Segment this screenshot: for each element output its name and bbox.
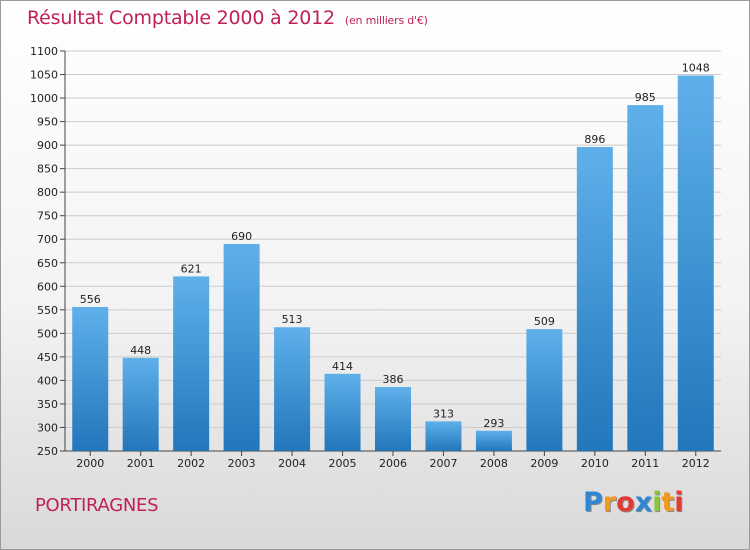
y-tick-label: 400	[37, 374, 58, 387]
x-tick-label: 2010	[581, 457, 609, 470]
y-tick-label: 550	[37, 304, 58, 317]
logo-letter: i	[674, 487, 684, 518]
y-tick-label: 250	[37, 445, 58, 458]
y-tick-label: 500	[37, 327, 58, 340]
data-label: 513	[282, 313, 303, 326]
chart-title: Résultat Comptable 2000 à 2012 (en millie…	[27, 7, 428, 29]
y-tick-label: 750	[37, 210, 58, 223]
chart-subtitle: (en milliers d'€)	[344, 14, 428, 27]
y-tick-label: 950	[37, 116, 58, 129]
logo-letter: r	[602, 487, 617, 518]
x-tick-label: 2003	[228, 457, 256, 470]
x-tick-label: 2001	[127, 457, 155, 470]
x-tick-label: 2005	[329, 457, 357, 470]
y-tick-label: 900	[37, 139, 58, 152]
y-tick-label: 1000	[30, 92, 58, 105]
bar-2004	[274, 327, 311, 451]
x-tick-label: 2008	[480, 457, 508, 470]
y-tick-label: 800	[37, 186, 58, 199]
x-tick-label: 2004	[278, 457, 306, 470]
commune-name: PORTIRAGNES	[35, 495, 159, 516]
data-label: 690	[231, 230, 252, 243]
y-tick-label: 300	[37, 421, 58, 434]
data-label: 386	[383, 373, 404, 386]
bars	[72, 75, 714, 452]
y-tick-label: 600	[37, 280, 58, 293]
bar-2012	[677, 75, 714, 452]
bar-2007	[425, 421, 462, 451]
x-tick-label: 2006	[379, 457, 407, 470]
data-label: 985	[635, 91, 656, 104]
proxiti-logo: Proxiti	[583, 487, 684, 518]
x-tick-label: 2009	[530, 457, 558, 470]
data-label: 1048	[682, 61, 710, 74]
bar-2000	[72, 307, 109, 451]
bar-2010	[576, 147, 613, 451]
y-tick-label: 1100	[30, 45, 58, 58]
data-label: 293	[483, 417, 504, 430]
x-tick-label: 2007	[429, 457, 457, 470]
x-tick-label: 2012	[682, 457, 710, 470]
data-label: 556	[80, 293, 101, 306]
data-labels: 556 448 621 690 513 414 386 313 293 509 896 985 1048	[80, 61, 710, 429]
y-tick-label: 350	[37, 398, 58, 411]
x-tick-label: 2011	[631, 457, 659, 470]
y-tick-label: 700	[37, 233, 58, 246]
bar-2006	[375, 387, 411, 451]
bar-2008	[475, 430, 512, 451]
logo-letter: o	[616, 487, 635, 518]
logo-letter: x	[634, 487, 653, 518]
data-label: 509	[534, 315, 555, 328]
y-tick-label: 650	[37, 257, 58, 270]
x-tick-label: 2002	[177, 457, 205, 470]
x-tick-labels: 2000 2001 2002 2003 2004 2005 2006 2007 2008 2009…	[76, 451, 710, 470]
bar-2009	[526, 329, 563, 451]
y-tick-labels: 250 300 350 400 450 500 550 600 650 700 750 800 850 9…	[30, 45, 58, 458]
bar-2001	[122, 357, 159, 451]
bar-2003	[223, 243, 260, 451]
bar-2002	[173, 276, 210, 451]
data-label: 313	[433, 407, 454, 420]
y-tick-label: 1050	[30, 69, 58, 82]
data-label: 448	[130, 344, 151, 357]
logo-letter: i	[652, 487, 662, 518]
bar-2005	[324, 373, 361, 451]
logo-letter: t	[661, 487, 675, 518]
data-label: 414	[332, 360, 353, 373]
x-tick-label: 2000	[76, 457, 104, 470]
bar-2011	[627, 105, 664, 451]
data-label: 621	[181, 262, 202, 275]
y-tick-label: 450	[37, 351, 58, 364]
data-label: 896	[584, 133, 605, 146]
chart-title-text: Résultat Comptable 2000 à 2012	[27, 7, 335, 29]
logo-letter: P	[583, 487, 603, 518]
y-tick-label: 850	[37, 163, 58, 176]
